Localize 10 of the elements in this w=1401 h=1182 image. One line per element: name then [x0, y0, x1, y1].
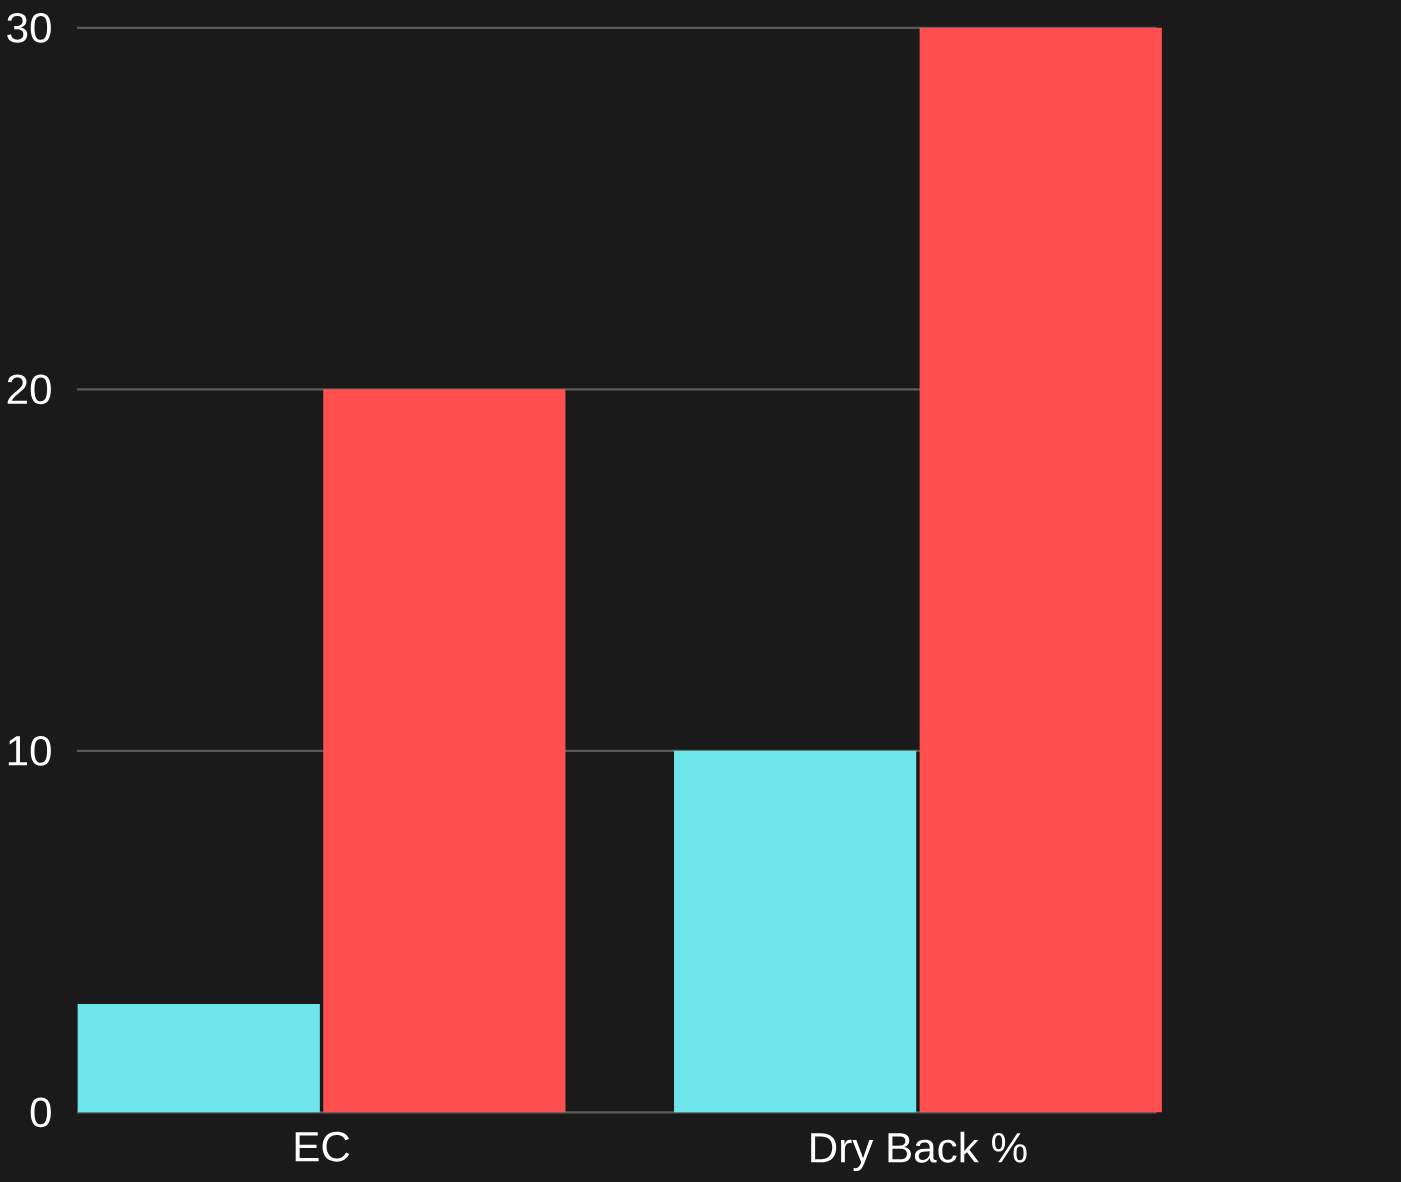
y-tick-label: 0	[30, 1097, 51, 1128]
y-tick-label: 20	[7, 374, 51, 405]
y-tick-label: 10	[8, 735, 51, 766]
bar	[77, 1003, 320, 1113]
x-tick-label: Dry Back %	[811, 1131, 1027, 1171]
bar	[674, 750, 917, 1113]
y-tick-label: 30	[7, 12, 51, 43]
x-tick-label: EC	[295, 1131, 350, 1162]
bar	[323, 389, 566, 1113]
bar	[919, 27, 1162, 1113]
